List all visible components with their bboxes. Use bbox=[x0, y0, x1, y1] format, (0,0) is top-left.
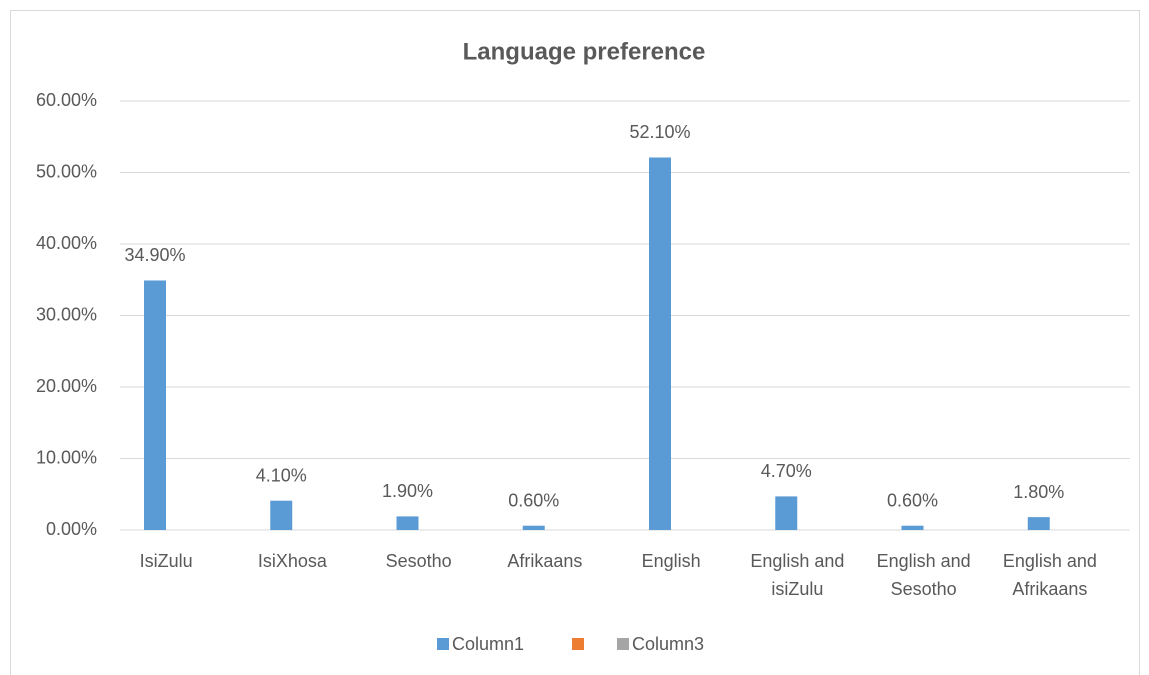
y-tick-label: 40.00% bbox=[36, 233, 97, 253]
y-tick-label: 50.00% bbox=[36, 161, 97, 181]
chart-title: Language preference bbox=[463, 38, 706, 65]
data-label: 0.60% bbox=[508, 490, 559, 510]
data-label: 1.90% bbox=[382, 481, 433, 501]
bar bbox=[1027, 517, 1050, 530]
x-tick-label: English and Afrikaans bbox=[1003, 551, 1097, 599]
x-tick-label: IsiXhosa bbox=[258, 551, 328, 571]
y-tick-label: 60.00% bbox=[36, 90, 97, 110]
legend-swatch bbox=[617, 638, 629, 650]
x-tick-label: Afrikaans bbox=[507, 551, 582, 571]
legend-label: Column3 bbox=[632, 634, 704, 654]
bar bbox=[522, 525, 545, 530]
bar bbox=[396, 516, 419, 530]
y-tick-label: 0.00% bbox=[46, 519, 97, 539]
bar bbox=[649, 157, 671, 531]
x-tick-label: English bbox=[642, 551, 701, 571]
chart-area bbox=[10, 10, 1140, 675]
legend-label: Column1 bbox=[452, 634, 524, 654]
x-tick-label: English and Sesotho bbox=[877, 551, 971, 599]
bar bbox=[775, 496, 798, 530]
legend-swatch bbox=[572, 638, 584, 650]
data-label: 0.60% bbox=[887, 490, 938, 510]
x-tick-label: IsiZulu bbox=[140, 551, 193, 571]
data-label: 4.10% bbox=[256, 465, 307, 485]
x-tick-label: Sesotho bbox=[386, 551, 452, 571]
legend-swatch bbox=[437, 638, 449, 650]
data-label: 52.10% bbox=[629, 122, 690, 142]
y-tick-label: 30.00% bbox=[36, 304, 97, 324]
x-tick-label: English and isiZulu bbox=[750, 551, 844, 599]
bar bbox=[144, 280, 166, 530]
data-label: 4.70% bbox=[761, 461, 812, 481]
data-label: 1.80% bbox=[1013, 482, 1064, 502]
bar bbox=[901, 525, 924, 530]
y-tick-label: 10.00% bbox=[36, 447, 97, 467]
bar bbox=[270, 500, 293, 530]
data-label: 34.90% bbox=[124, 245, 185, 265]
y-tick-label: 20.00% bbox=[36, 376, 97, 396]
